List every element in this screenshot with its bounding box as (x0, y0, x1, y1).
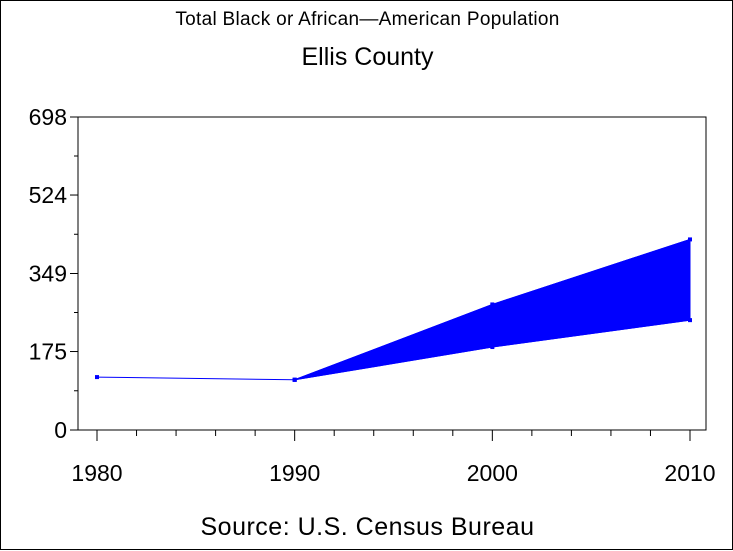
x-tick-label: 2000 (467, 460, 518, 486)
y-axis: 0 175 349 524 698 (29, 104, 78, 443)
data-point (688, 237, 692, 242)
data-point (490, 302, 495, 307)
x-axis: 1980 1990 2000 2010 (71, 430, 716, 486)
x-tick-label: 1990 (269, 460, 320, 486)
projection-band (294, 238, 691, 381)
y-tick-label: 698 (29, 104, 67, 130)
x-tick-label: 2010 (664, 460, 715, 486)
series-line-1 (96, 376, 295, 381)
data-point (688, 318, 692, 323)
y-tick-label: 349 (29, 261, 67, 287)
data-point (292, 377, 297, 382)
data-point (95, 375, 99, 380)
data-marks (95, 237, 692, 382)
y-tick-label: 0 (54, 417, 67, 443)
data-point (490, 345, 495, 350)
source-note: Source: U.S. Census Bureau (200, 513, 535, 541)
y-tick-label: 175 (29, 339, 67, 365)
chart-subtitle: Ellis County (301, 43, 434, 71)
y-tick-label: 524 (29, 182, 68, 208)
x-tick-label: 1980 (71, 460, 122, 486)
chart-title: Total Black or African—American Populati… (175, 9, 560, 30)
